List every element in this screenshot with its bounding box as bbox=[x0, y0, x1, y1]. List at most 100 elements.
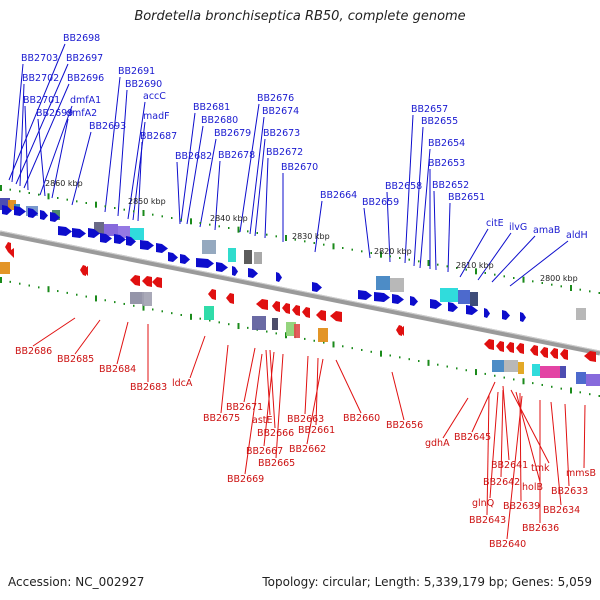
gene-feature-box bbox=[458, 290, 470, 304]
kbp-label-2: 2840 kbp bbox=[210, 214, 248, 223]
gene-feature-box bbox=[104, 224, 118, 236]
upper-kbp-tick bbox=[484, 272, 486, 274]
lower-kbp-tick bbox=[323, 341, 325, 344]
upper-kbp-tick bbox=[465, 268, 467, 271]
gene-feature-box bbox=[532, 364, 540, 376]
upper-kbp-tick bbox=[228, 227, 230, 229]
forward-gene-arrow bbox=[410, 296, 418, 306]
forward-gene-arrow bbox=[502, 310, 510, 320]
gene-feature-box bbox=[130, 292, 144, 304]
kbp-label-3: 2830 kbp bbox=[292, 232, 330, 241]
leader-line-BB2633 bbox=[564, 403, 570, 487]
lower-kbp-tick bbox=[342, 345, 344, 348]
gene-feature-box bbox=[470, 292, 478, 306]
leader-line-BB2675 bbox=[220, 344, 229, 414]
upper-kbp-tick bbox=[266, 233, 268, 236]
kbp-label-1: 2850 kbp bbox=[128, 197, 166, 206]
upper-kbp-tick bbox=[551, 283, 553, 286]
leader-line-BB2664 bbox=[314, 200, 323, 253]
forward-gene-arrow bbox=[484, 308, 490, 318]
lower-kbp-tick bbox=[579, 391, 581, 394]
gene-label-BB2702: BB2702 bbox=[22, 73, 59, 84]
upper-kbp-tick bbox=[285, 235, 287, 241]
upper-kbp-tick bbox=[570, 285, 572, 291]
lower-kbp-tick bbox=[228, 323, 230, 326]
gene-label-BB2680: BB2680 bbox=[201, 115, 238, 126]
gene-feature-box bbox=[560, 366, 566, 378]
reverse-gene-marker bbox=[8, 248, 14, 258]
lower-kbp-tick bbox=[0, 277, 2, 283]
forward-gene-labels: BB2698 BB2703 BB2697 BB2702 BB2696 BB2701 dmfA… bbox=[21, 33, 588, 241]
gene-label-dmfA2: dmfA2 bbox=[66, 108, 97, 119]
leader-line-BB2652 bbox=[433, 190, 437, 271]
gene-label-BB2664: BB2664 bbox=[320, 190, 357, 201]
gene-feature-box bbox=[376, 276, 390, 290]
upper-kbp-tick bbox=[123, 208, 125, 211]
lower-kbp-tick bbox=[418, 360, 420, 363]
lower-kbp-tick bbox=[541, 383, 543, 386]
upper-kbp-tick bbox=[389, 255, 391, 258]
upper-kbp-tick bbox=[351, 248, 353, 251]
leader-line-dmfA1 bbox=[39, 105, 73, 196]
upper-kbp-tick bbox=[0, 185, 2, 191]
gene-feature-box bbox=[504, 360, 518, 372]
forward-gene-arrow bbox=[312, 282, 322, 292]
upper-kbp-tick bbox=[494, 273, 496, 276]
gene-label-BB2699: BB2699 bbox=[36, 108, 73, 119]
gene-feature-box bbox=[94, 222, 104, 234]
gene-feature-box bbox=[0, 198, 10, 210]
gene-feature-box bbox=[318, 328, 328, 342]
forward-gene-arrow bbox=[374, 292, 390, 302]
gene-label-BB2693: BB2693 bbox=[89, 121, 126, 132]
gene-feature-box bbox=[440, 288, 458, 302]
reverse-gene-arrow bbox=[142, 276, 152, 287]
upper-kbp-tick bbox=[66, 198, 68, 201]
lower-kbp-tick bbox=[494, 374, 496, 377]
forward-gene-arrow bbox=[126, 236, 136, 246]
gene-feature-box bbox=[272, 318, 278, 330]
leader-line-BB2643 bbox=[486, 394, 490, 516]
backbone-line bbox=[0, 230, 600, 356]
gene-label-BB2662: BB2662 bbox=[289, 444, 326, 455]
gene-label-ldcA: ldcA bbox=[172, 378, 193, 389]
lower-kbp-tick bbox=[180, 313, 182, 316]
lower-kbp-tick bbox=[513, 378, 515, 381]
forward-gene-arrow bbox=[58, 226, 72, 236]
upper-kbp-tick bbox=[256, 232, 258, 234]
upper-kbp-tick bbox=[9, 188, 11, 191]
gene-label-BB2652: BB2652 bbox=[432, 180, 469, 191]
gene-feature-box bbox=[244, 250, 252, 264]
reverse-gene-arrow bbox=[226, 293, 234, 304]
reverse-gene-arrow bbox=[292, 305, 300, 316]
forward-gene-arrow bbox=[140, 240, 154, 250]
upper-kbp-tick bbox=[408, 258, 410, 261]
gene-label-BB2672: BB2672 bbox=[266, 147, 303, 158]
gene-label-BB2678: BB2678 bbox=[218, 150, 255, 161]
forward-gene-arrow bbox=[358, 290, 372, 300]
gene-label-BB2669: BB2669 bbox=[227, 474, 264, 485]
gene-label-accC: accC bbox=[143, 91, 166, 102]
leader-line-BB2697 bbox=[15, 63, 69, 185]
lower-kbp-tick bbox=[351, 347, 353, 350]
forward-gene-arrow bbox=[14, 206, 26, 216]
forward-gene-arrow bbox=[180, 254, 190, 264]
gene-label-tmk: tmk bbox=[531, 463, 550, 474]
gene-label-BB2658: BB2658 bbox=[385, 181, 422, 192]
gene-arrows bbox=[2, 205, 596, 362]
gene-label-mmsB: mmsB bbox=[566, 468, 596, 479]
lower-kbp-tick bbox=[304, 337, 306, 340]
leader-line-BB2690 bbox=[117, 89, 128, 217]
upper-kbp-tick bbox=[475, 268, 477, 275]
leader-line-glnQ bbox=[489, 391, 499, 499]
gene-label-BB2687: BB2687 bbox=[140, 131, 177, 142]
gene-label-aldH: aldH bbox=[566, 230, 588, 241]
lower-kbp-tick bbox=[171, 312, 173, 315]
lower-kbp-tick bbox=[218, 321, 220, 324]
upper-kbp-tick bbox=[114, 207, 116, 209]
forward-gene-arrow bbox=[50, 212, 60, 222]
leader-line-BB2699 bbox=[37, 118, 46, 197]
upper-kbp-tick bbox=[152, 213, 154, 216]
gene-label-BB2663: BB2663 bbox=[287, 414, 324, 425]
forward-gene-arrow bbox=[248, 268, 258, 278]
gene-label-citE: citE bbox=[486, 218, 504, 229]
